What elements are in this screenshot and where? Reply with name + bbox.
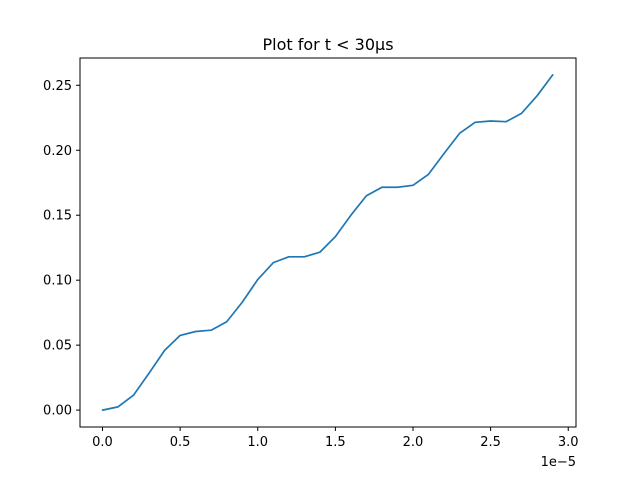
y-tick-label: 0.25 [43, 79, 72, 94]
chart-title: Plot for t < 30μs [262, 35, 393, 54]
x-tick-label: 1.0 [247, 435, 268, 450]
x-tick-label: 0.5 [170, 435, 191, 450]
y-tick-label: 0.10 [43, 274, 72, 289]
plot-area: 0.0 0.5 1.0 1.5 2.0 2.5 3.0 0.00 0.05 0.10 0.15 0.2… [43, 57, 579, 450]
x-tick-label: 0.0 [92, 435, 113, 450]
x-tick-label: 3.0 [558, 435, 579, 450]
y-tick-label: 0.05 [43, 339, 72, 354]
x-tick-label: 1.5 [325, 435, 346, 450]
x-tick-label: 2.5 [480, 435, 501, 450]
y-tick-label: 0.15 [43, 209, 72, 224]
x-offset-label: 1e−5 [541, 455, 576, 470]
y-tick-label: 0.20 [43, 144, 72, 159]
y-tick-label: 0.00 [43, 404, 72, 419]
series-line [101, 74, 554, 411]
x-tick-label: 2.0 [403, 435, 424, 450]
axes-frame [79, 57, 577, 428]
